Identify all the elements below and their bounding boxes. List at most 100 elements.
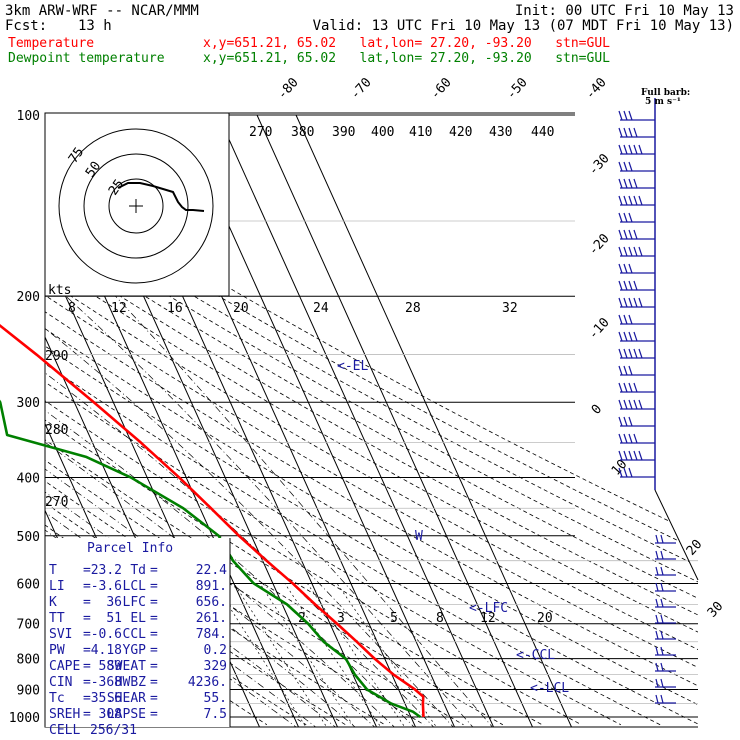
parcel-value: 308 [99,707,122,722]
lcl-annotation: <-LCL [530,681,569,696]
dry-adiabat [45,114,698,726]
wind-barb [618,331,655,342]
isotherm-label: -60 [428,75,455,102]
parcel-key: CIN [49,675,72,690]
mixing-ratio-line [307,583,407,727]
wind-barb [618,297,655,308]
parcel-key: K [49,595,57,610]
parcel-eq: = [83,627,91,642]
temperature-legend: Temperature [8,36,95,51]
parcel-key: EL [130,611,146,626]
dry-adiabat [45,114,698,726]
wind-barb [618,382,655,393]
parcel-value: 329 [204,659,227,674]
isotherm-label: -20 [586,231,613,258]
wind-barb [655,614,676,624]
parcel-info-title: Parcel Info [87,541,173,556]
isotherm-label: 30 [705,599,727,621]
isotherm-label: -70 [348,75,375,102]
dry-adiabat [45,114,698,726]
parcel-eq: = [83,595,91,610]
barb-legend-line1: Full barb: [641,88,690,98]
scale-label: 32 [502,301,518,316]
mixing-ratio-label: 3 [337,611,345,626]
wind-barb [618,348,655,359]
dry-adiabat [45,114,698,726]
hodograph: 25 50 75 kts [44,112,230,298]
hodo-units: kts [48,283,71,298]
theta-labels: 270 380 390 400 410 420 430 440 290 280 270 [45,125,554,510]
parcel-eq: = [150,563,158,578]
parcel-value: 784. [196,627,227,642]
theta-label: 420 [449,125,472,140]
parcel-value: -3.6 [91,579,122,594]
parcel-info-panel: Parcel Info T = 23.2 Td = 22.4LI = -3.6 LCL = 891.… [44,538,231,738]
el-annotation: <-EL [337,359,368,374]
scale-label: 12 [111,301,127,316]
parcel-key: LFC [123,595,146,610]
parcel-value: 36 [106,595,122,610]
parcel-key: TT [49,611,65,626]
wind-barb [618,467,655,478]
forecast-hour: 13 h [78,18,112,34]
wind-barb [618,280,655,291]
isotherm-line [217,114,496,727]
parcel-key: SWEAT [107,659,146,674]
parcel-key: PW [49,643,65,658]
wind-barb [618,161,655,172]
theta-label: 390 [332,125,355,140]
parcel-eq: = [150,627,158,642]
pressure-label: 1000 [9,711,40,726]
pressure-label: 400 [17,471,40,486]
parcel-key: CAPE [49,659,80,674]
pressure-label: 900 [17,683,40,698]
parcel-value: 589 [99,659,122,674]
pressure-labels: 100 200 300 400 500 600 700 800 900 1000 [9,109,40,726]
theta-label: 270 [45,495,68,510]
isotherm-line [256,114,535,727]
wind-barb [655,630,676,640]
isotherm-line [295,114,574,727]
wind-barb [655,566,676,576]
parcel-value: 4236. [188,675,227,690]
dewpoint-legend: Dewpoint temperature [8,51,165,66]
dry-adiabat [45,114,698,726]
parcel-key: Td [130,563,146,578]
cell-value: 256/31 [90,723,137,738]
wind-barb [618,127,655,138]
parcel-key: Tc [49,691,65,706]
parcel-value: -368 [91,675,122,690]
mixing-ratio-label: 12 [480,611,496,626]
scale-label: 24 [313,301,329,316]
parcel-key: LCL [123,579,147,594]
parcel-eq: = [83,611,91,626]
parcel-eq: = [83,691,91,706]
parcel-eq: = [150,659,158,674]
isotherm-label: -10 [586,315,613,342]
valid-time: Valid: 13 UTC Fri 10 May 13 (07 MDT Fri … [312,18,734,34]
pressure-label: 800 [17,653,40,668]
wind-barb [618,144,655,155]
theta-label: 290 [45,349,68,364]
wind-barb [618,229,655,240]
forecast-label: Fcst: [5,18,48,34]
wind-barb-column [618,98,699,704]
parcel-value: 891. [196,579,227,594]
parcel-key: HWBZ [115,675,146,690]
parcel-eq: = [150,579,158,594]
parcel-value: -0.6 [91,627,122,642]
parcel-eq: = [150,691,158,706]
wind-barb [618,399,655,410]
parcel-key: LAPSE [107,707,146,722]
wind-barb [655,550,676,560]
wind-barb [618,416,655,427]
barb-edge-line [654,489,699,581]
wind-barb [618,246,655,257]
dry-adiabat [45,114,543,726]
theta-label: 410 [409,125,432,140]
parcel-value: 7.5 [204,707,227,722]
parcel-value: 0.2 [204,643,227,658]
pressure-label: 100 [17,109,40,124]
